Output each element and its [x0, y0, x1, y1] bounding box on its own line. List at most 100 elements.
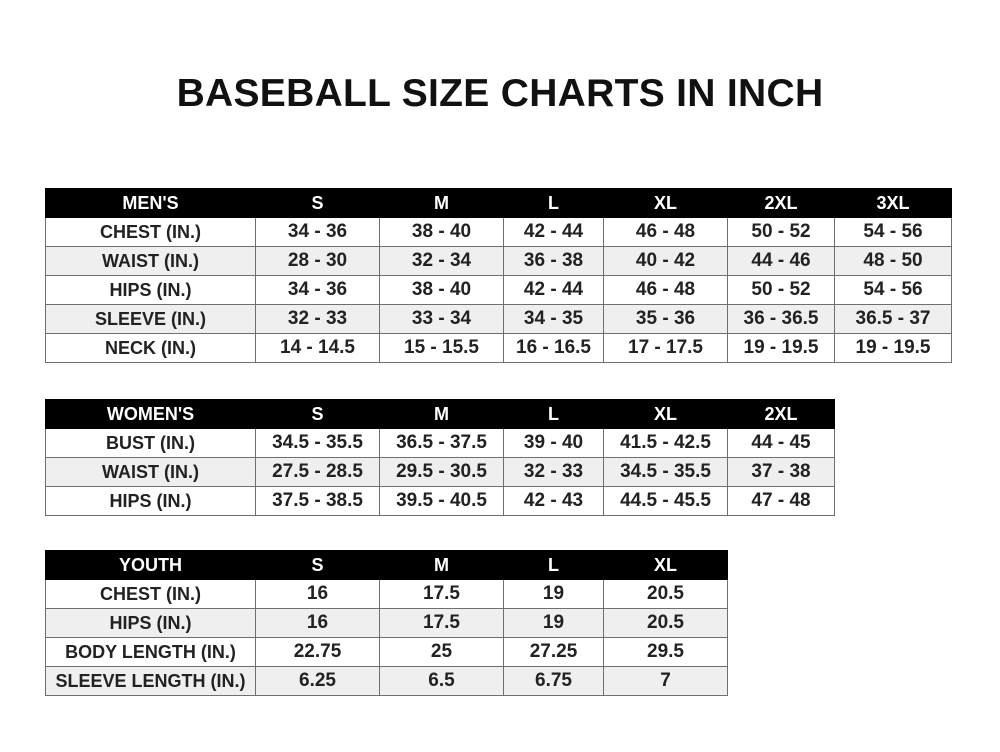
measurement-label: SLEEVE LENGTH (IN.)	[45, 666, 256, 696]
size-value: 39.5 - 40.5	[379, 486, 504, 516]
size-value: 37.5 - 38.5	[255, 486, 380, 516]
size-value: 16 - 16.5	[503, 333, 604, 363]
size-value: 27.25	[503, 637, 604, 667]
size-value: 14 - 14.5	[255, 333, 380, 363]
size-value: 54 - 56	[834, 275, 952, 305]
measurement-label: NECK (IN.)	[45, 333, 256, 363]
size-header: L	[503, 550, 604, 580]
size-value: 6.25	[255, 666, 380, 696]
size-value: 50 - 52	[727, 275, 835, 305]
size-value: 34 - 36	[255, 217, 380, 247]
table-row: NECK (IN.) 14 - 14.5 15 - 15.5 16 - 16.5 17 …	[45, 333, 952, 363]
size-header: M	[379, 550, 504, 580]
size-value: 44 - 46	[727, 246, 835, 276]
measurement-label: SLEEVE (IN.)	[45, 304, 256, 334]
category-header: YOUTH	[45, 550, 256, 580]
measurement-label: HIPS (IN.)	[45, 608, 256, 638]
table-row: BODY LENGTH (IN.) 22.75 25 27.25 29.5	[45, 637, 728, 667]
table-row: HIPS (IN.) 34 - 36 38 - 40 42 - 44 46 - 48 50…	[45, 275, 952, 305]
size-header: M	[379, 188, 504, 218]
size-value: 36.5 - 37	[834, 304, 952, 334]
table-row: SLEEVE (IN.) 32 - 33 33 - 34 34 - 35 35 - 36…	[45, 304, 952, 334]
size-header: XL	[603, 399, 728, 429]
size-value: 16	[255, 579, 380, 609]
table-row: HIPS (IN.) 37.5 - 38.5 39.5 - 40.5 42 - 43 4…	[45, 486, 835, 516]
size-value: 19 - 19.5	[834, 333, 952, 363]
size-value: 32 - 34	[379, 246, 504, 276]
size-value: 16	[255, 608, 380, 638]
size-value: 34 - 36	[255, 275, 380, 305]
size-header: 3XL	[834, 188, 952, 218]
size-value: 42 - 44	[503, 217, 604, 247]
table-row: BUST (IN.) 34.5 - 35.5 36.5 - 37.5 39 - 40 4…	[45, 428, 835, 458]
mens-size-table: MEN'S S M L XL 2XL 3XL CHEST (IN.) 34 - 36 38 - 4…	[45, 188, 952, 363]
size-header: S	[255, 550, 380, 580]
size-value: 20.5	[603, 579, 728, 609]
size-header: S	[255, 399, 380, 429]
table-row: WAIST (IN.) 27.5 - 28.5 29.5 - 30.5 32 - 33…	[45, 457, 835, 487]
size-header: 2XL	[727, 188, 835, 218]
table-row: CHEST (IN.) 34 - 36 38 - 40 42 - 44 46 - 48 5…	[45, 217, 952, 247]
size-value: 41.5 - 42.5	[603, 428, 728, 458]
category-header: MEN'S	[45, 188, 256, 218]
size-value: 32 - 33	[255, 304, 380, 334]
size-value: 47 - 48	[727, 486, 835, 516]
table-row: CHEST (IN.) 16 17.5 19 20.5	[45, 579, 728, 609]
size-value: 17 - 17.5	[603, 333, 728, 363]
size-value: 29.5	[603, 637, 728, 667]
size-value: 44.5 - 45.5	[603, 486, 728, 516]
size-value: 19 - 19.5	[727, 333, 835, 363]
size-header: L	[503, 188, 604, 218]
size-value: 32 - 33	[503, 457, 604, 487]
measurement-label: HIPS (IN.)	[45, 275, 256, 305]
size-header: XL	[603, 550, 728, 580]
size-value: 28 - 30	[255, 246, 380, 276]
size-header: XL	[603, 188, 728, 218]
size-value: 36.5 - 37.5	[379, 428, 504, 458]
size-header: M	[379, 399, 504, 429]
size-value: 29.5 - 30.5	[379, 457, 504, 487]
size-value: 48 - 50	[834, 246, 952, 276]
measurement-label: CHEST (IN.)	[45, 217, 256, 247]
page-title: BASEBALL SIZE CHARTS IN INCH	[176, 72, 824, 115]
size-value: 19	[503, 579, 604, 609]
size-value: 17.5	[379, 608, 504, 638]
measurement-label: BUST (IN.)	[45, 428, 256, 458]
header-row: MEN'S S M L XL 2XL 3XL	[45, 188, 952, 218]
size-value: 15 - 15.5	[379, 333, 504, 363]
measurement-label: BODY LENGTH (IN.)	[45, 637, 256, 667]
size-value: 19	[503, 608, 604, 638]
size-value: 25	[379, 637, 504, 667]
size-value: 50 - 52	[727, 217, 835, 247]
size-header: S	[255, 188, 380, 218]
size-value: 6.5	[379, 666, 504, 696]
size-value: 36 - 36.5	[727, 304, 835, 334]
size-value: 54 - 56	[834, 217, 952, 247]
header-row: YOUTH S M L XL	[45, 550, 728, 580]
size-header: 2XL	[727, 399, 835, 429]
size-value: 38 - 40	[379, 275, 504, 305]
youth-size-table: YOUTH S M L XL CHEST (IN.) 16 17.5 19 20.5 HIPS (I…	[45, 550, 728, 696]
table-row: WAIST (IN.) 28 - 30 32 - 34 36 - 38 40 - 42 4…	[45, 246, 952, 276]
header-row: WOMEN'S S M L XL 2XL	[45, 399, 835, 429]
size-value: 42 - 44	[503, 275, 604, 305]
size-value: 44 - 45	[727, 428, 835, 458]
size-value: 39 - 40	[503, 428, 604, 458]
size-header: L	[503, 399, 604, 429]
size-value: 34 - 35	[503, 304, 604, 334]
size-value: 20.5	[603, 608, 728, 638]
size-value: 17.5	[379, 579, 504, 609]
size-value: 6.75	[503, 666, 604, 696]
table-row: HIPS (IN.) 16 17.5 19 20.5	[45, 608, 728, 638]
size-value: 42 - 43	[503, 486, 604, 516]
size-value: 46 - 48	[603, 275, 728, 305]
table-row: SLEEVE LENGTH (IN.) 6.25 6.5 6.75 7	[45, 666, 728, 696]
size-value: 22.75	[255, 637, 380, 667]
measurement-label: HIPS (IN.)	[45, 486, 256, 516]
size-value: 27.5 - 28.5	[255, 457, 380, 487]
size-value: 35 - 36	[603, 304, 728, 334]
size-value: 34.5 - 35.5	[603, 457, 728, 487]
size-value: 40 - 42	[603, 246, 728, 276]
size-value: 7	[603, 666, 728, 696]
size-value: 36 - 38	[503, 246, 604, 276]
